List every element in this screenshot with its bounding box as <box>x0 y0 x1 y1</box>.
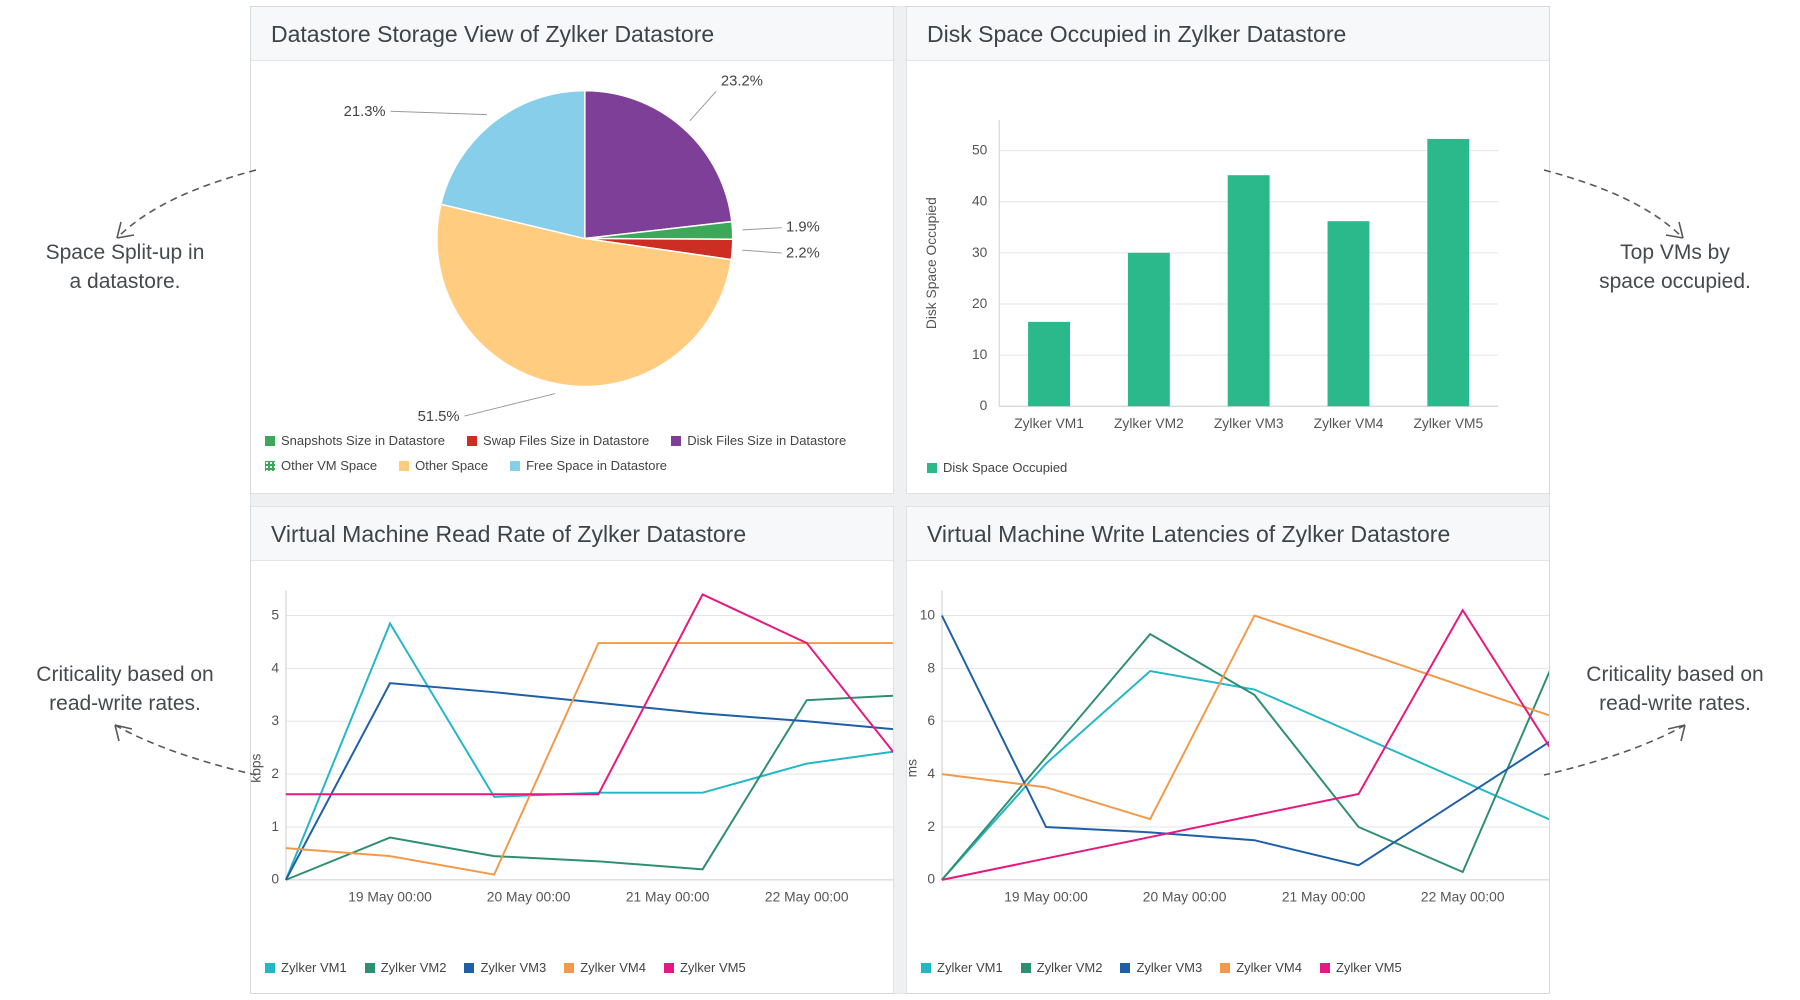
svg-text:5: 5 <box>271 607 279 622</box>
svg-text:50: 50 <box>972 143 988 158</box>
svg-text:51.5%: 51.5% <box>418 409 460 425</box>
svg-text:Zylker VM5: Zylker VM5 <box>1413 416 1483 431</box>
svg-text:0: 0 <box>927 872 935 887</box>
svg-text:2: 2 <box>271 766 279 781</box>
svg-text:2: 2 <box>927 819 935 834</box>
svg-text:4: 4 <box>271 660 279 675</box>
svg-text:10: 10 <box>920 607 936 622</box>
svg-text:4: 4 <box>927 766 935 781</box>
svg-text:22 May 00:00: 22 May 00:00 <box>1421 889 1505 904</box>
svg-text:1: 1 <box>271 819 279 834</box>
svg-text:21 May 00:00: 21 May 00:00 <box>1282 889 1366 904</box>
svg-text:23.2%: 23.2% <box>721 74 763 90</box>
svg-text:Disk Space Occupied: Disk Space Occupied <box>924 197 939 329</box>
svg-text:19 May 00:00: 19 May 00:00 <box>348 889 432 904</box>
svg-text:2.2%: 2.2% <box>786 245 820 261</box>
svg-text:20 May 00:00: 20 May 00:00 <box>1143 889 1227 904</box>
svg-text:21 May 00:00: 21 May 00:00 <box>626 889 710 904</box>
svg-text:8: 8 <box>927 660 935 675</box>
svg-text:10: 10 <box>972 347 988 362</box>
svg-text:30: 30 <box>972 245 988 260</box>
svg-text:40: 40 <box>972 194 988 209</box>
svg-text:Zylker VM2: Zylker VM2 <box>1114 416 1184 431</box>
svg-text:3: 3 <box>271 713 279 728</box>
svg-text:Zylker VM3: Zylker VM3 <box>1214 416 1284 431</box>
svg-text:0: 0 <box>271 872 279 887</box>
svg-text:19 May 00:00: 19 May 00:00 <box>1004 889 1088 904</box>
svg-text:6: 6 <box>927 713 935 728</box>
svg-text:22 May 00:00: 22 May 00:00 <box>765 889 849 904</box>
svg-text:Zylker VM1: Zylker VM1 <box>1014 416 1084 431</box>
svg-text:21.3%: 21.3% <box>344 104 386 120</box>
svg-text:1.9%: 1.9% <box>786 220 820 236</box>
svg-text:Zylker VM4: Zylker VM4 <box>1314 416 1384 431</box>
svg-text:0: 0 <box>980 398 988 413</box>
svg-text:20 May 00:00: 20 May 00:00 <box>487 889 571 904</box>
svg-text:ms: ms <box>907 759 919 777</box>
svg-text:20: 20 <box>972 296 988 311</box>
